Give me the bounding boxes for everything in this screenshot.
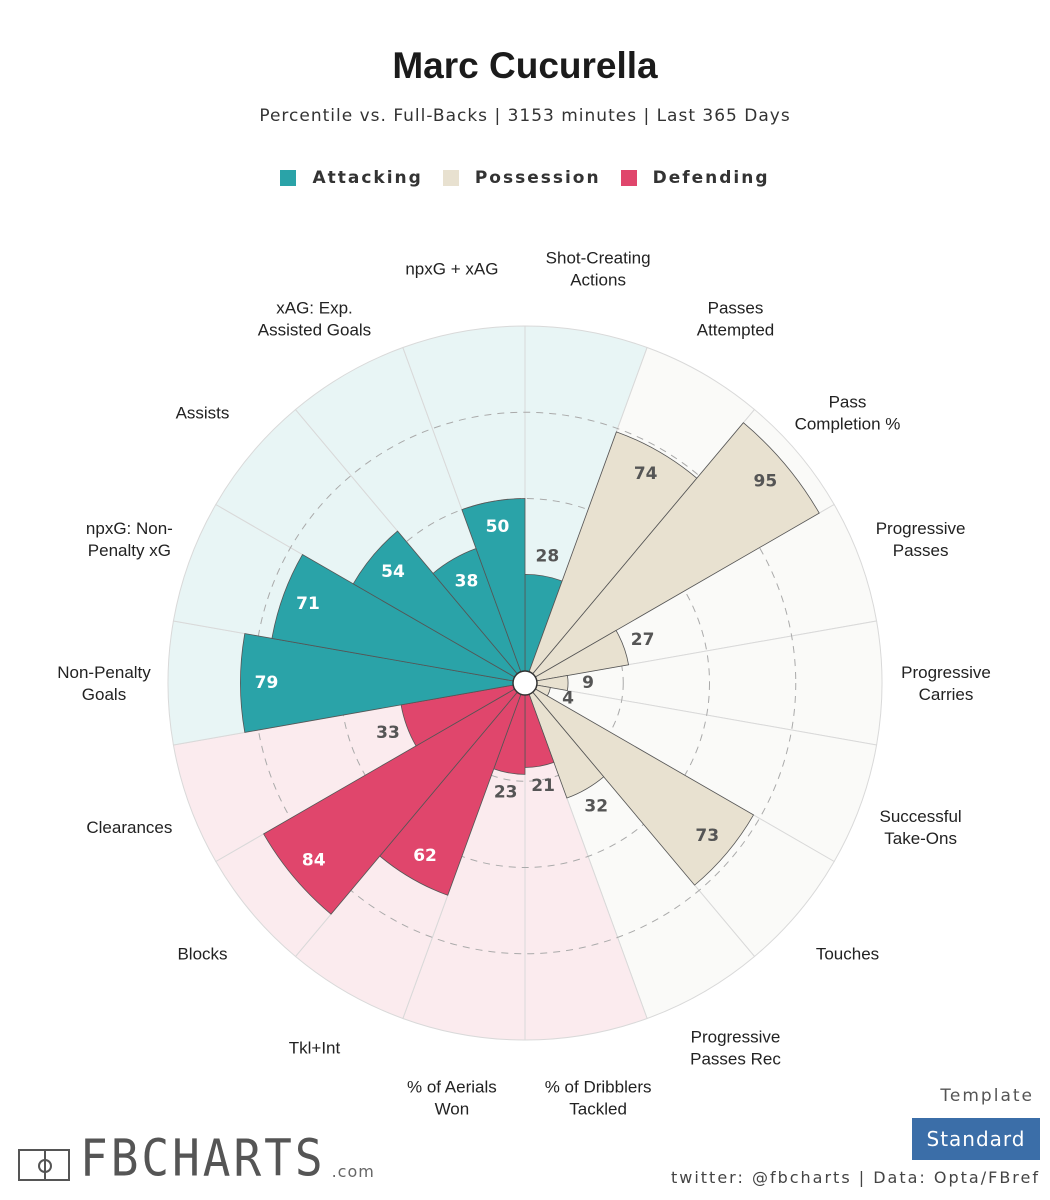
- value-label: 33: [376, 723, 400, 743]
- axis-label: Non-Penalty Goals: [57, 663, 151, 704]
- legend: Attacking Possession Defending: [0, 168, 1050, 188]
- radar-axis-labels: Shot-Creating Actions Passes Attempted Pass C…: [57, 248, 991, 1118]
- value-label: 21: [531, 776, 555, 796]
- legend-item-possession: Possession: [442, 168, 601, 188]
- axis-label: npxG: Non-Penalty xG: [86, 519, 173, 560]
- legend-label: Possession: [474, 168, 601, 188]
- value-label: 23: [494, 783, 518, 803]
- brand-logo: FBCHARTS .com: [18, 1128, 375, 1188]
- value-label: 9: [582, 673, 594, 693]
- legend-item-defending: Defending: [620, 168, 770, 188]
- radar-value-labels: 28 74 95 27 94 73 32 21 23 62 84 33 79 71 54 38 50: [255, 464, 778, 870]
- axis-label: Progressive Carries: [901, 663, 991, 704]
- template-badge: Standard: [912, 1118, 1040, 1160]
- axis-label: Blocks: [177, 945, 227, 964]
- axis-label: Passes Attempted: [697, 298, 775, 339]
- legend-swatch-possession: [442, 170, 459, 186]
- axis-label: Progressive Passes Rec: [690, 1028, 781, 1069]
- value-label: 32: [584, 796, 608, 816]
- chart-subtitle: Percentile vs. Full-Backs | 3153 minutes…: [259, 106, 791, 126]
- axis-label: xAG: Exp. Assisted Goals: [258, 298, 371, 339]
- value-label: 73: [695, 826, 719, 846]
- value-label: 71: [296, 594, 320, 614]
- axis-label: npxG + xAG: [405, 259, 498, 278]
- radar-bars: [240, 422, 820, 915]
- legend-swatch-attacking: [280, 170, 297, 186]
- brand-suffix: .com: [331, 1162, 375, 1181]
- axis-label: % of Aerials Won: [407, 1078, 497, 1119]
- axis-label: % of Dribblers Tackled: [545, 1078, 652, 1119]
- axis-label: Tkl+Int: [289, 1039, 341, 1058]
- legend-label: Attacking: [312, 168, 423, 188]
- value-label: 54: [381, 562, 405, 582]
- brand-name: FBCHARTS: [80, 1128, 326, 1188]
- chart-title: Marc Cucurella: [392, 45, 658, 86]
- value-label: 4: [562, 689, 574, 709]
- pitch-icon: [18, 1149, 70, 1181]
- legend-label: Defending: [652, 168, 770, 188]
- gridline-circle: [340, 498, 710, 868]
- axis-label: Clearances: [86, 818, 172, 837]
- legend-swatch-defending: [620, 170, 637, 186]
- center-hole: [512, 670, 538, 696]
- axis-label: Shot-Creating Actions: [546, 248, 651, 289]
- credits: twitter: @fbcharts | Data: Opta/FBref: [670, 1168, 1040, 1187]
- axis-label: Touches: [816, 945, 879, 964]
- value-label: 50: [486, 517, 510, 537]
- value-label: 95: [754, 471, 778, 491]
- value-label: 62: [413, 846, 437, 866]
- value-label: 27: [631, 630, 655, 650]
- template-title: Template: [940, 1086, 1034, 1106]
- gridline-circle: [426, 584, 624, 782]
- value-label: 79: [255, 673, 279, 693]
- legend-item-attacking: Attacking: [280, 168, 422, 188]
- value-label: 84: [302, 850, 326, 870]
- axis-label: Progressive Passes: [876, 519, 966, 560]
- value-label: 28: [535, 546, 559, 566]
- axis-label: Successful Take-Ons: [880, 807, 962, 848]
- axis-label: Assists: [176, 403, 230, 422]
- axis-label: Pass Completion %: [795, 392, 901, 433]
- value-label: 38: [455, 572, 479, 592]
- value-label: 74: [634, 464, 658, 484]
